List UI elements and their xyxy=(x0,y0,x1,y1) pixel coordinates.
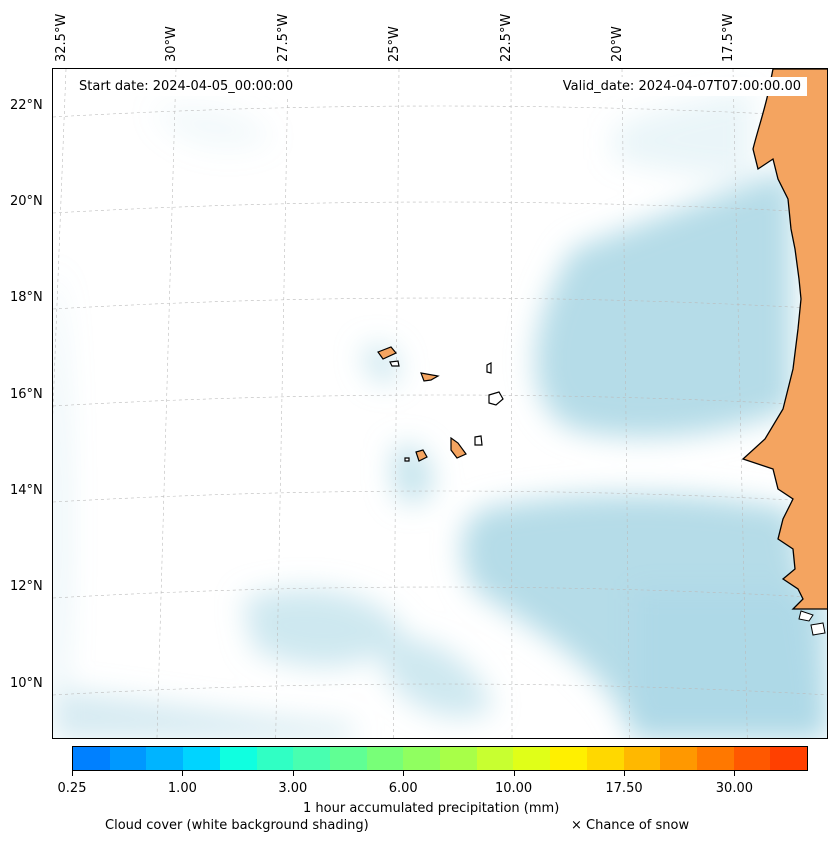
colorbar-tick-label: 17.50 xyxy=(605,781,643,796)
precipitation-colorbar xyxy=(72,746,808,771)
colorbar-tick xyxy=(182,771,184,776)
meridian-line xyxy=(393,69,400,738)
lon-label: 17.5°W xyxy=(721,13,736,62)
lon-label: 22.5°W xyxy=(499,13,514,62)
map-panel[interactable]: Start date: 2024-04-05_00:00:00 Valid_da… xyxy=(52,68,828,739)
colorbar-bin xyxy=(109,747,147,770)
colorbar-tick-label: 0.25 xyxy=(57,781,87,796)
colorbar-tick xyxy=(403,771,405,776)
colorbar-tick-label: 1.00 xyxy=(167,781,197,796)
lat-label: 10°N xyxy=(10,676,43,691)
graticule xyxy=(53,69,827,738)
parallel-line xyxy=(53,683,827,696)
colorbar-bin xyxy=(403,747,441,770)
colorbar-bin xyxy=(476,747,514,770)
lat-label: 22°N xyxy=(10,98,43,113)
colorbar-bin xyxy=(73,747,110,770)
cloud-cover-shading xyxy=(53,89,827,738)
parallel-line xyxy=(53,201,827,214)
valid-date-label: Valid_date: 2024-04-07T07:00:00.00 xyxy=(556,77,807,96)
lat-label: 16°N xyxy=(10,387,43,402)
lon-label: 30°W xyxy=(164,26,179,62)
meridian-line xyxy=(275,69,289,738)
colorbar-tick xyxy=(72,771,73,776)
colorbar-bin xyxy=(586,747,624,770)
cape-verde-islands xyxy=(377,346,504,462)
parallel-line xyxy=(53,105,827,118)
parallel-line xyxy=(53,394,827,407)
colorbar-label: 1 hour accumulated precipitation (mm) xyxy=(303,801,560,816)
land-west-africa xyxy=(741,69,827,610)
colorbar-bin xyxy=(256,747,294,770)
colorbar-bin xyxy=(183,747,220,770)
map-canvas xyxy=(53,69,827,738)
colorbar-tick xyxy=(624,771,625,776)
lat-label: 18°N xyxy=(10,290,43,305)
colorbar-bin xyxy=(696,747,734,770)
parallel-line xyxy=(53,586,827,599)
cloud-cover-legend: Cloud cover (white background shading) xyxy=(105,818,369,833)
colorbar-tick xyxy=(513,771,515,776)
lat-label: 12°N xyxy=(10,579,43,594)
colorbar-tick-label: 6.00 xyxy=(388,781,418,796)
meridian-line xyxy=(510,69,513,738)
lon-label: 27.5°W xyxy=(276,13,291,62)
colorbar-bin xyxy=(219,747,257,770)
colorbar-bin xyxy=(660,747,697,770)
colorbar-bin xyxy=(146,747,184,770)
coastline-islands-south xyxy=(798,610,826,636)
colorbar-bin xyxy=(329,747,367,770)
colorbar-bin xyxy=(440,747,477,770)
lat-label: 14°N xyxy=(10,483,43,498)
meridian-line xyxy=(732,69,748,738)
lon-label: 20°W xyxy=(610,26,625,62)
lon-label: 32.5°W xyxy=(54,13,69,62)
colorbar-tick xyxy=(292,771,294,776)
meridian-line xyxy=(156,69,177,738)
parallel-line xyxy=(53,297,827,310)
colorbar-tick xyxy=(734,771,736,776)
snow-legend: × Chance of snow xyxy=(571,818,690,833)
colorbar-bin xyxy=(366,747,404,770)
lat-label: 20°N xyxy=(10,194,43,209)
colorbar-bin xyxy=(733,747,771,770)
colorbar-tick-label: 3.00 xyxy=(278,781,308,796)
colorbar-tick-label: 10.00 xyxy=(494,781,533,796)
meridian-line xyxy=(621,69,630,738)
lon-label: 25°W xyxy=(387,26,402,62)
colorbar-bin xyxy=(550,747,587,770)
colorbar-bin xyxy=(623,747,661,770)
colorbar-tick-label: 30.00 xyxy=(715,781,753,796)
start-date-label: Start date: 2024-04-05_00:00:00 xyxy=(73,77,300,96)
colorbar-bin xyxy=(513,747,551,770)
colorbar-bin xyxy=(293,747,330,770)
colorbar-bin xyxy=(770,747,808,770)
